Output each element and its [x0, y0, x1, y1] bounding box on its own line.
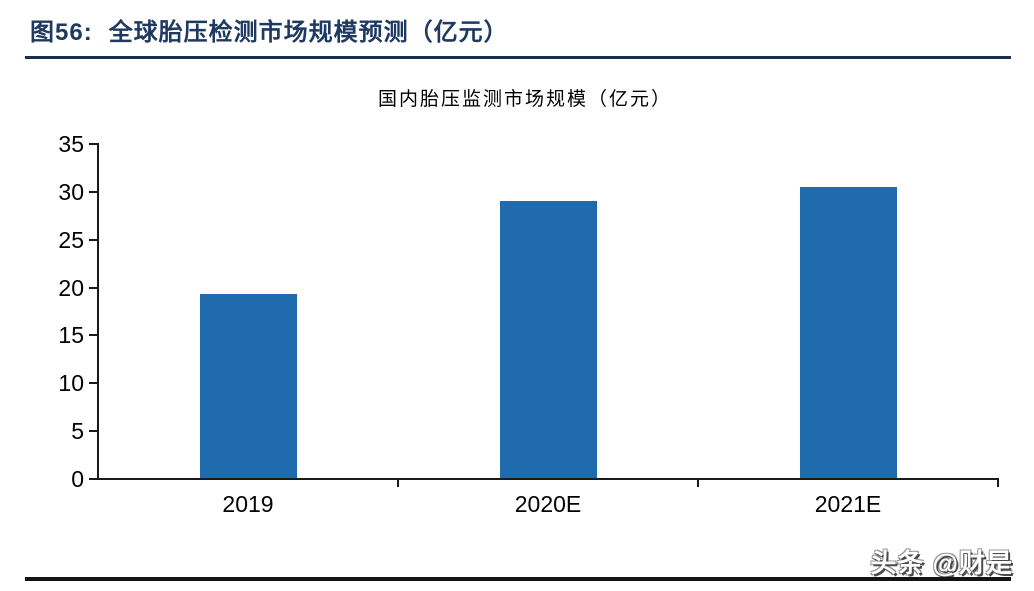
y-axis-tick	[89, 238, 98, 241]
y-axis-tick	[89, 286, 98, 289]
x-axis-line	[97, 478, 999, 480]
bar-2019	[199, 294, 297, 478]
header-divider-line	[25, 56, 1011, 59]
figure-number-label: 图56:	[30, 19, 93, 46]
y-axis-tick-label: 20	[58, 274, 84, 301]
figure-header: 图56: 全球胎压检测市场规模预测（亿元）	[30, 12, 509, 47]
y-axis-tick	[89, 478, 98, 480]
y-axis-tick	[89, 382, 98, 385]
x-axis-tick-label: 2021E	[814, 491, 882, 517]
y-axis-line	[97, 143, 99, 480]
bar-2020E	[499, 201, 597, 478]
y-axis-tick-label: 35	[58, 131, 84, 157]
y-axis-tick-label: 0	[71, 466, 84, 492]
y-axis-tick	[89, 190, 98, 193]
figure-title: 全球胎压检测市场规模预测（亿元）	[108, 19, 509, 46]
x-axis-end-tick	[997, 480, 999, 487]
watermark-text: 头条 @财是	[870, 548, 1013, 578]
y-axis-tick-label: 15	[58, 322, 84, 349]
bottom-divider-line	[25, 577, 1011, 581]
y-axis-tick-label: 30	[58, 178, 84, 205]
y-axis-tick	[89, 334, 98, 337]
x-axis-tick-label: 2019	[222, 491, 274, 517]
y-axis-tick-label: 5	[71, 418, 84, 445]
chart-title: 国内胎压监测市场规模（亿元）	[377, 89, 672, 110]
x-axis-tick-label: 2020E	[514, 491, 582, 517]
y-axis-tick	[89, 143, 98, 145]
y-axis-tick-label: 25	[58, 226, 84, 253]
y-axis-tick-label: 10	[58, 370, 84, 397]
x-axis-tick	[697, 480, 699, 487]
bar-2021E	[799, 187, 897, 478]
x-axis-tick	[397, 480, 399, 487]
y-axis-tick	[89, 430, 98, 433]
